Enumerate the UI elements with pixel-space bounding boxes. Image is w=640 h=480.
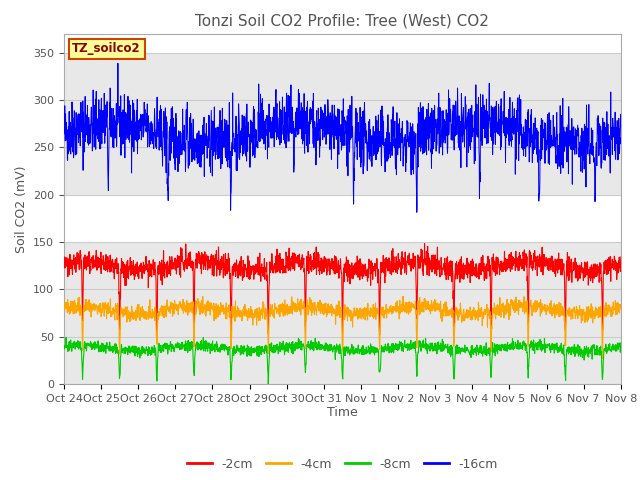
Y-axis label: Soil CO2 (mV): Soil CO2 (mV): [15, 165, 28, 252]
X-axis label: Time: Time: [327, 407, 358, 420]
Bar: [64, 242, 621, 384]
Text: TZ_soilco2: TZ_soilco2: [72, 42, 141, 55]
Bar: [64, 52, 621, 194]
Legend: -2cm, -4cm, -8cm, -16cm: -2cm, -4cm, -8cm, -16cm: [182, 453, 503, 476]
Title: Tonzi Soil CO2 Profile: Tree (West) CO2: Tonzi Soil CO2 Profile: Tree (West) CO2: [195, 13, 490, 28]
